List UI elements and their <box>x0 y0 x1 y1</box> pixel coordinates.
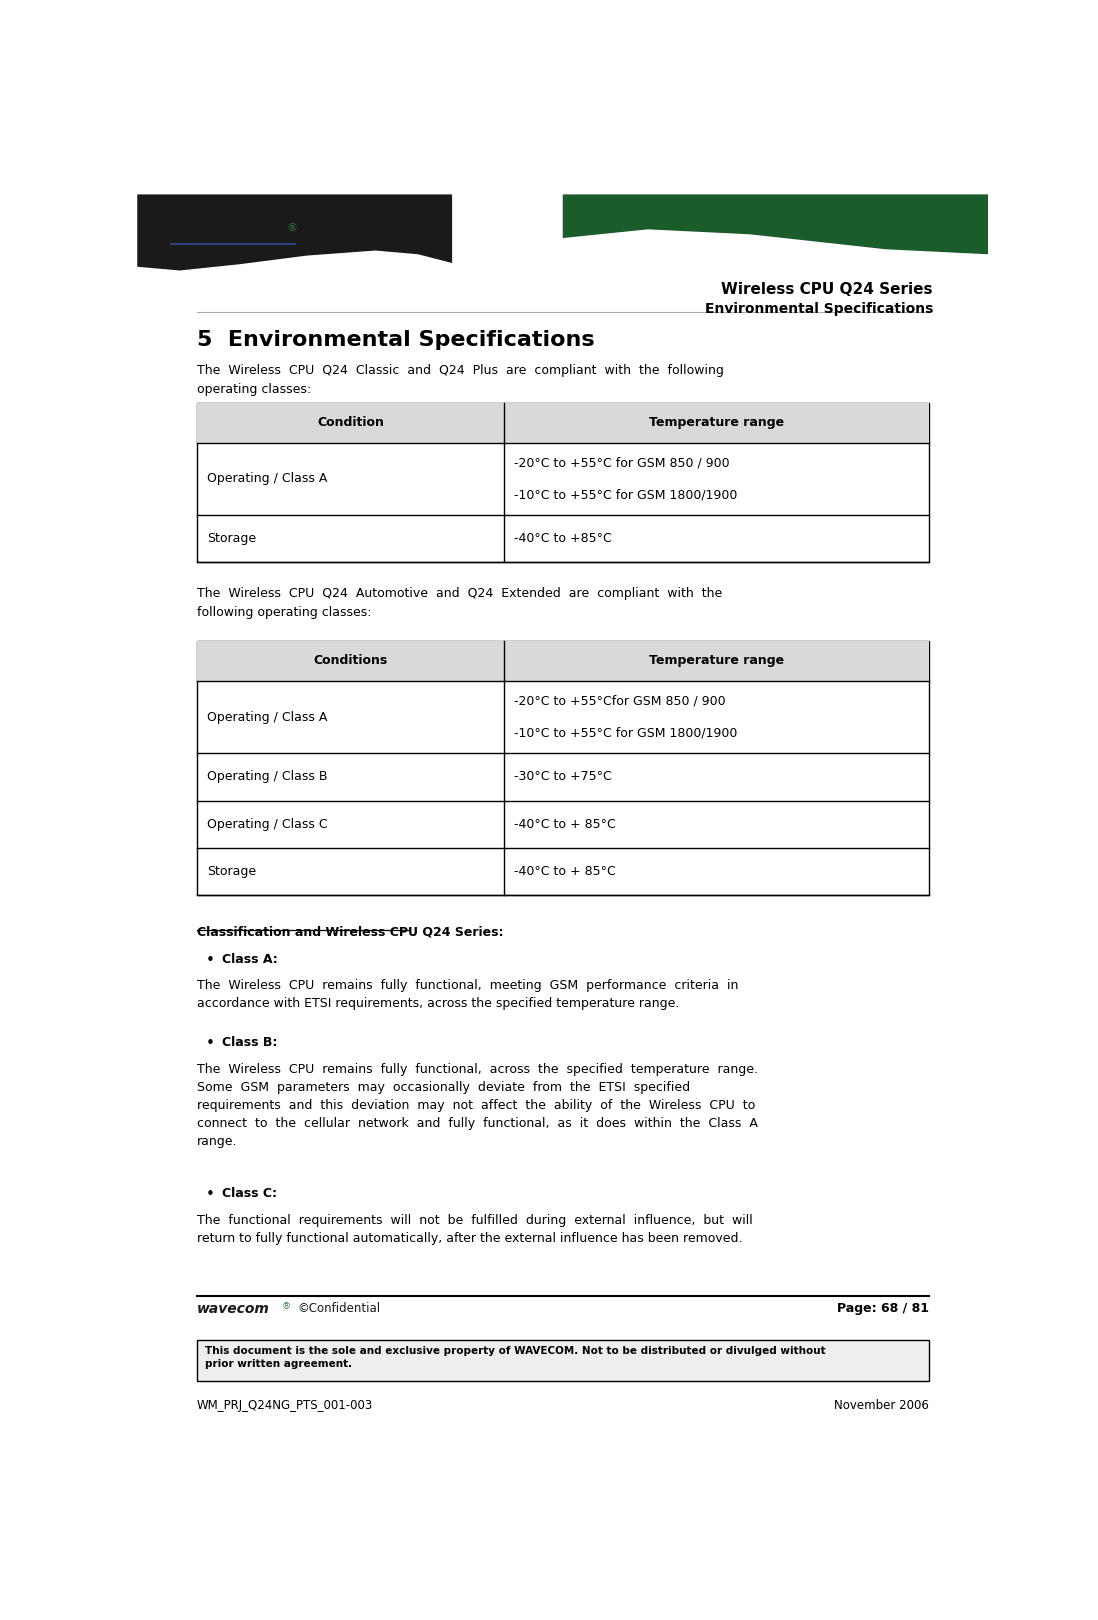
Text: -40°C to +85°C: -40°C to +85°C <box>514 533 613 546</box>
Text: 5  Environmental Specifications: 5 Environmental Specifications <box>197 330 594 350</box>
Text: -10°C to +55°C for GSM 1800/1900: -10°C to +55°C for GSM 1800/1900 <box>514 726 738 739</box>
Text: Class A:: Class A: <box>222 953 278 966</box>
Text: ®: ® <box>282 1302 291 1311</box>
Text: This document is the sole and exclusive property of WAVECOM. Not to be distribut: This document is the sole and exclusive … <box>205 1346 826 1369</box>
Text: •: • <box>205 1187 214 1202</box>
Text: -40°C to + 85°C: -40°C to + 85°C <box>514 818 616 831</box>
Text: -30°C to +75°C: -30°C to +75°C <box>514 771 613 784</box>
Text: Class B:: Class B: <box>222 1037 278 1050</box>
Text: ®: ® <box>287 224 298 233</box>
Bar <box>197 403 929 562</box>
Text: -20°C to +55°C for GSM 850 / 900: -20°C to +55°C for GSM 850 / 900 <box>514 457 730 470</box>
Text: Operating / Class C: Operating / Class C <box>208 818 327 831</box>
Text: The  Wireless  CPU  remains  fully  functional,  across  the  specified  tempera: The Wireless CPU remains fully functiona… <box>197 1063 758 1147</box>
Text: Page: 68 / 81: Page: 68 / 81 <box>837 1302 929 1315</box>
Bar <box>197 403 929 442</box>
Bar <box>197 642 929 896</box>
Text: Make it wireless: Make it wireless <box>171 240 255 251</box>
Text: November 2006: November 2006 <box>833 1400 929 1413</box>
Text: Storage: Storage <box>208 533 256 546</box>
Text: Temperature range: Temperature range <box>649 654 784 667</box>
Text: The  Wireless  CPU  Q24  Automotive  and  Q24  Extended  are  compliant  with  t: The Wireless CPU Q24 Automotive and Q24 … <box>197 588 722 619</box>
Text: wavecom: wavecom <box>171 224 295 248</box>
Bar <box>197 1340 929 1380</box>
Text: -20°C to +55°Cfor GSM 850 / 900: -20°C to +55°Cfor GSM 850 / 900 <box>514 695 726 708</box>
Bar <box>197 642 929 680</box>
Text: ©Confidential: ©Confidential <box>298 1302 380 1315</box>
Text: The  Wireless  CPU  remains  fully  functional,  meeting  GSM  performance  crit: The Wireless CPU remains fully functiona… <box>197 978 738 1009</box>
Text: -10°C to +55°C for GSM 1800/1900: -10°C to +55°C for GSM 1800/1900 <box>514 488 738 501</box>
Text: •: • <box>205 1037 214 1051</box>
Text: The  Wireless  CPU  Q24  Classic  and  Q24  Plus  are  compliant  with  the  fol: The Wireless CPU Q24 Classic and Q24 Plu… <box>197 364 724 395</box>
Text: Conditions: Conditions <box>313 654 388 667</box>
Text: Environmental Specifications: Environmental Specifications <box>705 301 933 316</box>
Text: Storage: Storage <box>208 865 256 878</box>
Text: Operating / Class A: Operating / Class A <box>208 711 327 724</box>
Text: Wireless CPU Q24 Series: Wireless CPU Q24 Series <box>721 282 933 296</box>
Text: Class C:: Class C: <box>222 1187 278 1200</box>
Text: -40°C to + 85°C: -40°C to + 85°C <box>514 865 616 878</box>
Text: Operating / Class B: Operating / Class B <box>208 771 327 784</box>
Polygon shape <box>137 194 452 271</box>
Text: •: • <box>205 953 214 967</box>
Polygon shape <box>563 194 988 254</box>
Text: Temperature range: Temperature range <box>649 416 784 429</box>
Text: WM_PRJ_Q24NG_PTS_001-003: WM_PRJ_Q24NG_PTS_001-003 <box>197 1400 373 1413</box>
Text: Condition: Condition <box>317 416 384 429</box>
Text: Operating / Class A: Operating / Class A <box>208 473 327 486</box>
Text: Classification and Wireless CPU Q24 Series:: Classification and Wireless CPU Q24 Seri… <box>197 925 503 938</box>
Text: wavecom: wavecom <box>197 1302 270 1315</box>
Text: The  functional  requirements  will  not  be  fulfilled  during  external  influ: The functional requirements will not be … <box>197 1213 752 1244</box>
